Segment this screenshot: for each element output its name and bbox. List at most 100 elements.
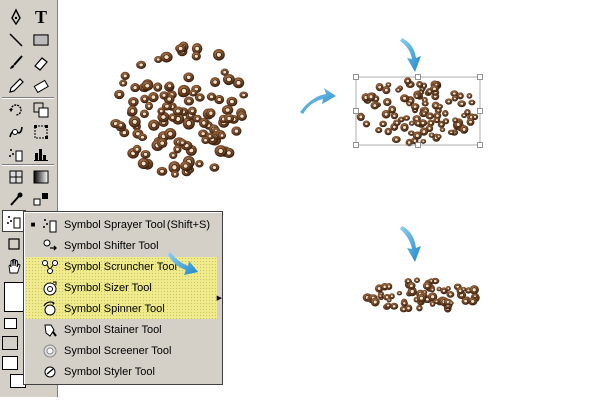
symbol-instance bbox=[428, 277, 435, 284]
symbol-instance bbox=[384, 127, 393, 136]
symbol-instance bbox=[388, 292, 396, 300]
menu-item-symbol-screener[interactable]: Symbol Screener Tool bbox=[24, 340, 216, 361]
symbol-instance bbox=[205, 107, 216, 119]
pen-tool[interactable] bbox=[4, 6, 28, 28]
symbol-instance bbox=[222, 73, 236, 86]
menu-item-symbol-stainer[interactable]: Symbol Stainer Tool bbox=[24, 319, 216, 340]
symbol-instance bbox=[460, 286, 467, 292]
symbol-instance bbox=[159, 90, 169, 100]
default-colors-icon[interactable] bbox=[4, 318, 17, 329]
symbol-instance bbox=[439, 127, 446, 133]
symbol-instance bbox=[356, 112, 366, 122]
paintbrush-tool[interactable] bbox=[4, 52, 28, 74]
rectangle-tool[interactable] bbox=[29, 29, 53, 51]
arrow-right-icon bbox=[300, 88, 336, 114]
bounding-box-handle bbox=[477, 74, 483, 80]
hand-tool[interactable] bbox=[2, 255, 26, 277]
menu-item-symbol-scruncher[interactable]: Symbol Scruncher Tool bbox=[24, 256, 216, 277]
symbol-instance bbox=[113, 89, 125, 100]
symbol-instance bbox=[226, 96, 238, 107]
symbol-instance bbox=[152, 82, 163, 93]
symbol-instance bbox=[137, 132, 148, 142]
symbol-instance bbox=[421, 100, 429, 107]
symbol-shifter-icon bbox=[43, 239, 57, 250]
menu-item-symbol-shifter[interactable]: Symbol Shifter Tool bbox=[24, 235, 216, 256]
menu-item-symbol-spinner[interactable]: Symbol Spinner Tool bbox=[24, 298, 216, 319]
rectangle-icon bbox=[33, 34, 49, 46]
symbol-instance bbox=[459, 124, 469, 135]
column-graph-tool[interactable] bbox=[29, 143, 53, 165]
symbol-instance bbox=[118, 79, 128, 87]
symbol-sizer-icon bbox=[43, 281, 57, 295]
symbol-instance bbox=[381, 85, 391, 95]
slice-tool[interactable] bbox=[2, 233, 26, 255]
eraser-tool[interactable] bbox=[29, 52, 53, 74]
symbol-instance bbox=[425, 112, 435, 120]
menu-item-symbol-sprayer[interactable]: ■ Symbol Sprayer Tool (Shift+S) bbox=[24, 214, 216, 235]
pencil-tool[interactable] bbox=[4, 75, 28, 97]
flyout-tearoff-arrow-icon[interactable]: ▶ bbox=[216, 295, 222, 302]
type-tool[interactable]: T bbox=[29, 6, 53, 28]
gradient-tool[interactable] bbox=[29, 166, 53, 188]
symbol-instance bbox=[429, 84, 440, 93]
symbol-instance bbox=[469, 284, 480, 295]
blend-tool[interactable] bbox=[29, 188, 53, 210]
symbol-instance bbox=[370, 101, 380, 110]
scale-icon bbox=[33, 102, 49, 118]
column-graph-icon bbox=[34, 149, 48, 161]
symbol-instance bbox=[170, 170, 180, 179]
menu-item-label: Symbol Sprayer Tool bbox=[64, 218, 166, 231]
symbol-instance bbox=[384, 302, 392, 309]
eraser-icon bbox=[34, 57, 48, 71]
screen-mode-button[interactable] bbox=[2, 356, 18, 370]
symbol-set-scrunched-bottom[interactable] bbox=[362, 277, 481, 313]
blend-icon bbox=[33, 193, 48, 206]
line-tool[interactable] bbox=[4, 29, 28, 51]
symbol-instance bbox=[177, 138, 187, 147]
smooth-icon bbox=[33, 79, 49, 94]
symbol-instance bbox=[396, 290, 403, 296]
menu-item-label: Symbol Spinner Tool bbox=[64, 302, 165, 315]
symbol-instance bbox=[456, 92, 465, 100]
symbol-sprayer-icon bbox=[9, 149, 23, 162]
selection-bounding-box[interactable] bbox=[353, 74, 483, 148]
mesh-tool[interactable] bbox=[4, 166, 28, 188]
gradient-icon bbox=[33, 170, 49, 184]
rotate-tool[interactable] bbox=[4, 99, 28, 121]
symbol-instance bbox=[135, 60, 147, 70]
symbol-instance bbox=[182, 71, 195, 83]
symbol-styler-icon bbox=[44, 366, 56, 377]
smooth-tool[interactable] bbox=[29, 75, 53, 97]
symbol-instance bbox=[217, 131, 227, 140]
symbol-set-original[interactable] bbox=[109, 41, 249, 179]
symbol-instance bbox=[140, 80, 154, 92]
symbol-instance bbox=[441, 109, 449, 118]
symbol-instance bbox=[445, 285, 452, 292]
symbol-instance bbox=[132, 144, 142, 154]
symbol-set-scrunched[interactable] bbox=[356, 76, 479, 147]
warp-tool[interactable] bbox=[4, 121, 28, 143]
symbol-instance bbox=[374, 126, 383, 134]
bounding-box-handle bbox=[353, 74, 359, 80]
arrow-down-icon bbox=[400, 38, 421, 72]
scale-tool[interactable] bbox=[29, 99, 53, 121]
color-mode-button[interactable] bbox=[2, 336, 18, 350]
symbol-instance bbox=[194, 159, 204, 168]
menu-item-symbol-styler[interactable]: Symbol Styler Tool bbox=[24, 361, 216, 382]
symbol-instance bbox=[408, 120, 416, 127]
symbol-sprayer-tool[interactable] bbox=[4, 143, 28, 165]
symbol-instance bbox=[128, 115, 142, 129]
artboard-canvas[interactable] bbox=[60, 0, 600, 420]
slice-icon bbox=[8, 238, 20, 250]
hand-icon bbox=[8, 259, 21, 274]
menu-item-label: Symbol Scruncher Tool bbox=[64, 260, 177, 273]
symbol-instance bbox=[412, 131, 423, 141]
symbol-instance bbox=[403, 76, 412, 86]
free-transform-tool[interactable] bbox=[29, 121, 53, 143]
symbol-instance bbox=[200, 136, 211, 145]
symbol-instance bbox=[144, 101, 154, 111]
eyedropper-tool[interactable] bbox=[4, 188, 28, 210]
symbol-stainer-icon bbox=[44, 324, 57, 337]
symbol-instance bbox=[188, 89, 198, 97]
menu-item-symbol-sizer[interactable]: Symbol Sizer Tool bbox=[24, 277, 216, 298]
